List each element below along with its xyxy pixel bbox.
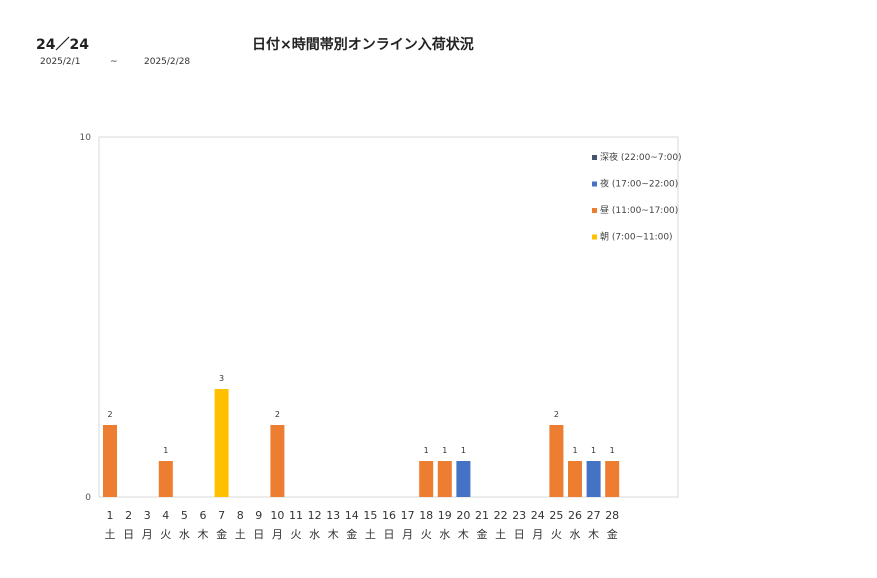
legend-swatch-0 xyxy=(592,155,597,160)
x-tick-day-16: 16 xyxy=(382,509,396,522)
x-tick-weekday-17: 月 xyxy=(402,528,413,541)
x-tick-day-9: 9 xyxy=(255,509,262,522)
legend-swatch-1 xyxy=(592,181,597,187)
page-code: 24／24 xyxy=(36,37,89,53)
x-tick-day-6: 6 xyxy=(200,509,207,522)
y-tick-10: 10 xyxy=(80,133,92,143)
x-tick-weekday-12: 水 xyxy=(309,528,320,541)
data-label-day-18: 1 xyxy=(424,446,429,455)
x-tick-day-15: 15 xyxy=(363,509,377,522)
x-tick-weekday-22: 土 xyxy=(495,528,506,541)
x-tick-day-18: 18 xyxy=(419,509,433,522)
legend-label-3: 朝 (7:00~11:00) xyxy=(600,232,673,243)
x-tick-day-28: 28 xyxy=(605,509,619,522)
x-tick-day-25: 25 xyxy=(549,509,563,522)
x-tick-day-7: 7 xyxy=(218,509,225,522)
x-tick-day-19: 19 xyxy=(438,509,452,522)
x-tick-weekday-1: 土 xyxy=(105,528,116,541)
x-tick-weekday-10: 月 xyxy=(272,528,283,541)
data-label-day-10: 2 xyxy=(275,410,280,419)
x-tick-day-27: 27 xyxy=(587,509,601,522)
legend-swatch-2 xyxy=(592,208,597,213)
data-label-day-26: 1 xyxy=(572,446,577,455)
bar-day-1-series-1 xyxy=(103,425,117,497)
legend-label-1: 夜 (17:00~22:00) xyxy=(600,178,678,190)
x-tick-day-10: 10 xyxy=(270,509,284,522)
x-tick-day-26: 26 xyxy=(568,509,582,522)
bar-day-7-series-0 xyxy=(214,389,229,497)
x-tick-day-23: 23 xyxy=(512,509,526,522)
bar-day-4-series-1 xyxy=(158,461,173,497)
x-tick-weekday-28: 金 xyxy=(607,527,618,541)
data-label-day-27: 1 xyxy=(591,446,596,455)
page-title: 日付×時間帯別オンライン入荷状況 xyxy=(252,37,474,53)
bar-day-26-series-1 xyxy=(568,461,582,497)
x-tick-weekday-20: 木 xyxy=(458,528,469,541)
x-tick-weekday-4: 火 xyxy=(160,528,171,541)
x-tick-weekday-13: 木 xyxy=(328,528,339,541)
date-from: 2025/2/1 xyxy=(40,57,81,67)
x-tick-day-14: 14 xyxy=(345,509,359,522)
x-tick-day-1: 1 xyxy=(107,509,114,522)
bar-day-18-series-1 xyxy=(419,461,434,497)
x-tick-weekday-15: 土 xyxy=(365,528,376,541)
x-tick-weekday-16: 日 xyxy=(384,528,395,541)
data-label-day-28: 1 xyxy=(610,446,615,455)
x-tick-weekday-27: 木 xyxy=(588,528,599,541)
x-tick-weekday-11: 火 xyxy=(291,528,302,541)
x-tick-weekday-19: 水 xyxy=(439,528,450,541)
x-tick-weekday-2: 日 xyxy=(123,528,134,541)
x-tick-day-20: 20 xyxy=(456,509,470,522)
x-tick-weekday-21: 金 xyxy=(477,527,488,541)
x-tick-day-12: 12 xyxy=(308,509,322,522)
x-tick-weekday-6: 木 xyxy=(198,528,209,541)
x-tick-weekday-3: 月 xyxy=(142,528,153,541)
data-label-day-7: 3 xyxy=(219,374,224,383)
x-tick-weekday-14: 金 xyxy=(346,527,357,541)
data-label-day-20: 1 xyxy=(461,446,466,455)
x-tick-day-2: 2 xyxy=(125,509,132,522)
y-tick-0: 0 xyxy=(85,493,91,503)
data-label-day-4: 1 xyxy=(163,446,168,455)
bar-day-27-series-2 xyxy=(586,461,601,497)
x-tick-day-5: 5 xyxy=(181,509,188,522)
x-tick-weekday-24: 月 xyxy=(532,528,543,541)
bar-day-20-series-2 xyxy=(456,461,471,497)
date-tilde: ~ xyxy=(110,57,118,67)
x-tick-weekday-23: 日 xyxy=(514,528,525,541)
date-to: 2025/2/28 xyxy=(144,57,191,67)
data-label-day-19: 1 xyxy=(442,446,447,455)
bar-day-19-series-1 xyxy=(437,461,452,497)
x-tick-day-13: 13 xyxy=(326,509,340,522)
x-tick-weekday-7: 金 xyxy=(216,527,227,541)
plot-area xyxy=(98,136,679,498)
bar-day-10-series-1 xyxy=(270,425,285,497)
x-tick-day-17: 17 xyxy=(401,509,415,522)
legend-label-2: 昼 (11:00~17:00) xyxy=(600,205,678,216)
x-tick-weekday-25: 火 xyxy=(551,528,562,541)
x-tick-day-3: 3 xyxy=(144,509,151,522)
x-tick-weekday-9: 日 xyxy=(253,528,264,541)
x-tick-day-4: 4 xyxy=(162,509,169,522)
bar-day-25-series-1 xyxy=(549,425,564,497)
x-tick-day-11: 11 xyxy=(289,509,303,522)
data-label-day-1: 2 xyxy=(107,410,112,419)
bar-day-28-series-1 xyxy=(605,461,620,497)
x-tick-weekday-18: 火 xyxy=(421,528,432,541)
x-tick-weekday-8: 土 xyxy=(235,528,246,541)
legend-label-0: 深夜 (22:00~7:00) xyxy=(600,151,682,163)
x-tick-weekday-5: 水 xyxy=(179,528,190,541)
x-tick-weekday-26: 水 xyxy=(570,528,581,541)
x-tick-day-8: 8 xyxy=(237,509,244,522)
data-label-day-25: 2 xyxy=(554,410,559,419)
x-tick-day-22: 22 xyxy=(494,509,508,522)
x-tick-day-24: 24 xyxy=(531,509,545,522)
legend-swatch-3 xyxy=(592,234,597,240)
x-tick-day-21: 21 xyxy=(475,509,489,522)
